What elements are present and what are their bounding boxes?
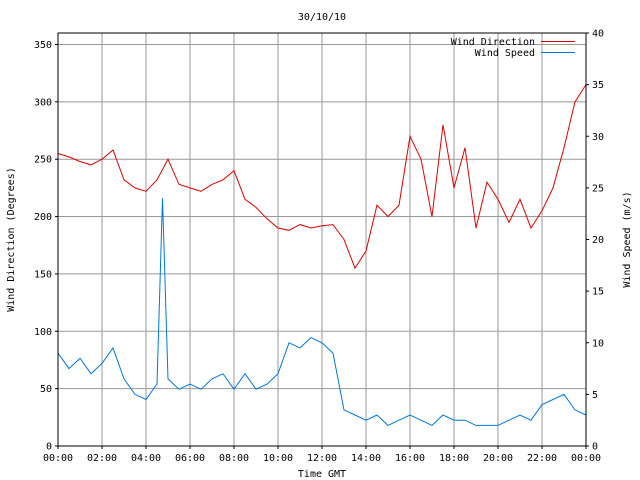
- y-right-tick-label: 25: [592, 183, 604, 194]
- y-axis-left-label: Wind Direction (Degrees): [6, 167, 17, 312]
- y-left-tick-label: 150: [34, 269, 52, 280]
- chart-title: 30/10/10: [298, 12, 346, 23]
- y-axis-right-label: Wind Speed (m/s): [622, 191, 633, 287]
- x-tick-label: 16:00: [395, 453, 425, 464]
- y-right-tick-label: 10: [592, 338, 604, 349]
- y-right-tick-label: 30: [592, 132, 604, 143]
- x-tick-label: 06:00: [175, 453, 205, 464]
- x-tick-label: 00:00: [571, 453, 601, 464]
- y-left-tick-label: 350: [34, 40, 52, 51]
- x-tick-label: 14:00: [351, 453, 381, 464]
- y-right-tick-label: 0: [592, 442, 598, 453]
- x-tick-label: 08:00: [219, 453, 249, 464]
- y-right-tick-label: 20: [592, 235, 604, 246]
- legend-label: Wind Speed: [475, 48, 535, 59]
- series-line-wind-speed: [57, 198, 587, 426]
- y-left-tick-label: 250: [34, 155, 52, 166]
- axis-ticks: 00:00 02:00 04:00 06:00 08:00 10:00 12:00 14:00…: [34, 29, 604, 465]
- legend-label: Wind Direction: [451, 37, 535, 48]
- x-tick-label: 20:00: [483, 453, 513, 464]
- grid: [58, 33, 586, 446]
- series-line-wind-direction: [57, 84, 587, 270]
- y-left-tick-label: 100: [34, 327, 52, 338]
- y-right-tick-label: 40: [592, 29, 604, 40]
- y-left-tick-label: 200: [34, 212, 52, 223]
- x-tick-label: 18:00: [439, 453, 469, 464]
- y-left-tick-label: 300: [34, 97, 52, 108]
- x-axis-label: Time GMT: [298, 469, 346, 480]
- y-right-tick-label: 35: [592, 80, 604, 91]
- x-tick-label: 12:00: [307, 453, 337, 464]
- x-tick-label: 22:00: [527, 453, 557, 464]
- y-left-tick-label: 0: [46, 442, 52, 453]
- x-tick-label: 04:00: [131, 453, 161, 464]
- y-right-tick-label: 15: [592, 287, 604, 298]
- y-left-tick-label: 50: [40, 384, 52, 395]
- x-tick-label: 02:00: [87, 453, 117, 464]
- x-tick-label: 00:00: [43, 453, 73, 464]
- y-right-tick-label: 5: [592, 390, 598, 401]
- series-layer: [57, 84, 587, 426]
- x-tick-label: 10:00: [263, 453, 293, 464]
